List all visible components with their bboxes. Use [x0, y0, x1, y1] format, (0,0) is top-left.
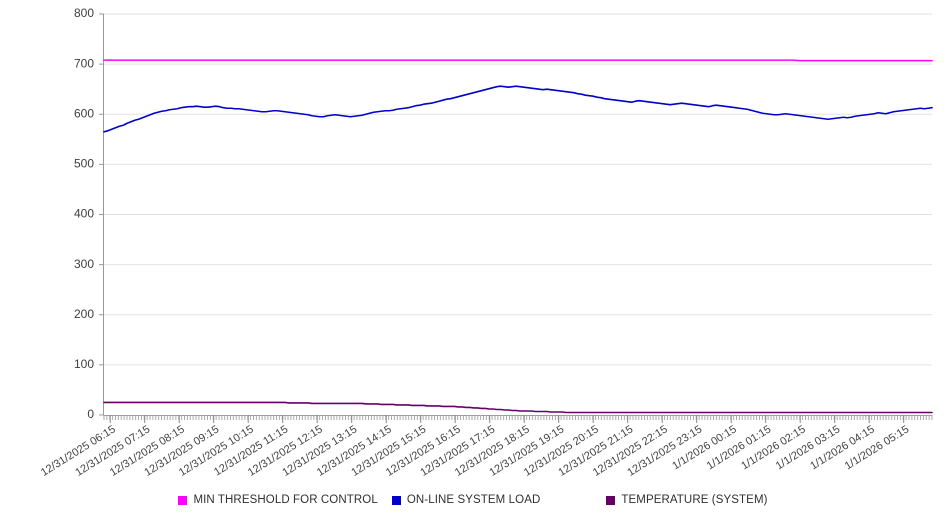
y-tick-label: 700	[74, 56, 94, 70]
y-tick-label: 100	[74, 357, 94, 371]
series-line-2	[103, 401, 933, 414]
legend-item-system-load[interactable]: ON-LINE SYSTEM LOAD	[391, 494, 541, 506]
legend-swatch-temperature	[606, 495, 616, 505]
legend-item-temperature[interactable]: TEMPERATURE (SYSTEM)	[606, 494, 767, 506]
x-axis-major-ticks	[109, 415, 905, 423]
y-tick-label: 0	[87, 407, 94, 421]
legend-label-temperature: TEMPERATURE (SYSTEM)	[621, 494, 768, 506]
y-tick-label: 500	[74, 157, 94, 171]
series-line-1	[103, 85, 933, 133]
chart-legend: MIN THRESHOLD FOR CONTROL ON-LINE SYSTEM…	[0, 494, 946, 506]
y-tick-label: 400	[74, 207, 94, 221]
series-line-0	[103, 59, 933, 62]
data-series-group	[103, 59, 933, 414]
legend-swatch-system-load	[391, 495, 401, 505]
legend-label-min-threshold: MIN THRESHOLD FOR CONTROL	[193, 494, 378, 506]
legend-swatch-min-threshold	[178, 495, 188, 505]
grid-lines	[104, 13, 932, 366]
legend-item-min-threshold[interactable]: MIN THRESHOLD FOR CONTROL	[178, 494, 378, 506]
y-tick-label: 300	[74, 257, 94, 271]
y-axis-labels: 0 100 200 300 400 500 600 700 800	[74, 6, 94, 421]
y-tick-label: 800	[74, 6, 94, 20]
legend-label-system-load: ON-LINE SYSTEM LOAD	[406, 494, 541, 506]
y-tick-label: 600	[74, 106, 94, 120]
y-tick-label: 200	[74, 307, 94, 321]
